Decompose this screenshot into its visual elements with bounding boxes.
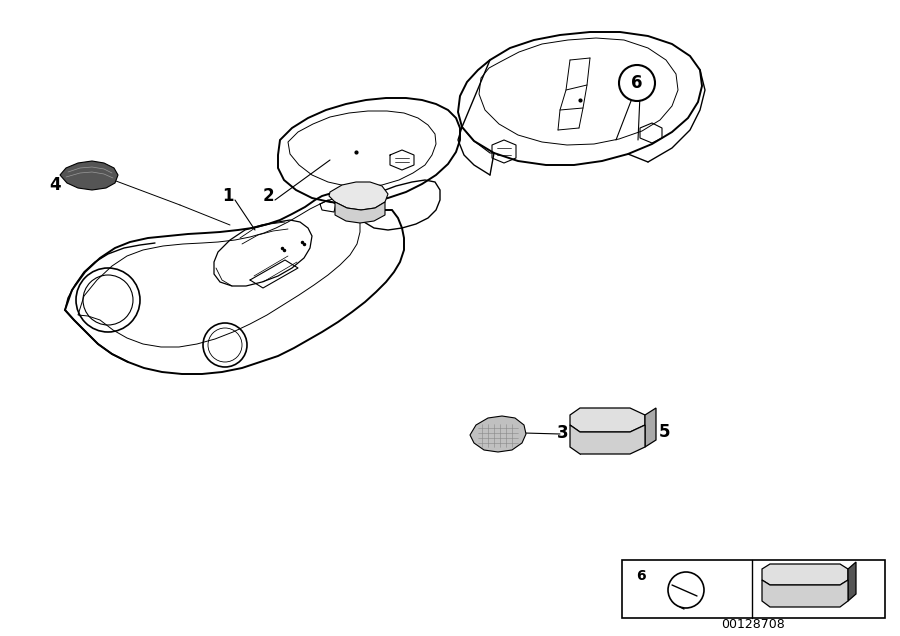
Polygon shape: [329, 182, 388, 210]
Text: 6: 6: [636, 569, 645, 583]
Text: 00128708: 00128708: [721, 618, 785, 632]
Polygon shape: [762, 564, 848, 585]
Text: 6: 6: [631, 74, 643, 92]
Polygon shape: [470, 416, 526, 452]
Text: 2: 2: [262, 187, 274, 205]
Polygon shape: [335, 202, 385, 223]
Polygon shape: [60, 161, 118, 190]
Circle shape: [619, 65, 655, 101]
Polygon shape: [848, 562, 856, 601]
Text: 1: 1: [222, 187, 234, 205]
Text: 3: 3: [557, 424, 569, 442]
Polygon shape: [762, 580, 848, 607]
Polygon shape: [645, 408, 656, 447]
Text: 5: 5: [659, 423, 670, 441]
Polygon shape: [570, 425, 645, 454]
Polygon shape: [570, 408, 645, 432]
Text: 4: 4: [50, 176, 61, 194]
Polygon shape: [622, 560, 885, 618]
